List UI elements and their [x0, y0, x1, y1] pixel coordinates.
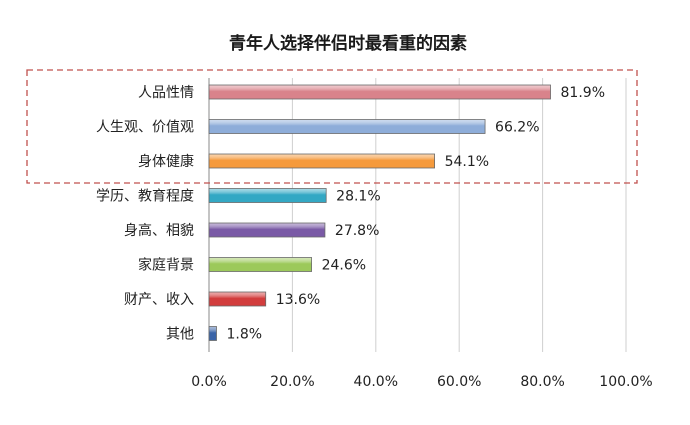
- category-label: 人品性情: [138, 85, 194, 101]
- highlight-box: [26, 69, 638, 184]
- value-label: 27.8%: [335, 223, 379, 239]
- value-labels: 81.9% 66.2% 54.1% 28.1% 27.8% 24.6% 13.6% 1.8%: [227, 85, 606, 343]
- bar-shade: [208, 153, 435, 169]
- bar-shade: [208, 188, 327, 203]
- bars: [208, 84, 551, 341]
- x-tick-label: 20.0%: [270, 374, 314, 390]
- category-label: 财产、收入: [124, 292, 194, 308]
- category-label: 其他: [166, 327, 194, 343]
- chart-title: 青年人选择伴侣时最看重的因素: [229, 33, 467, 54]
- x-tick-label: 80.0%: [520, 374, 564, 390]
- x-tick-label: 0.0%: [191, 374, 227, 390]
- bar-shade: [208, 222, 326, 238]
- value-label: 28.1%: [336, 189, 380, 205]
- value-label: 1.8%: [227, 327, 263, 343]
- grid: [208, 78, 627, 352]
- x-tick-label: 40.0%: [354, 374, 398, 390]
- value-label: 81.9%: [561, 85, 605, 101]
- value-label: 54.1%: [445, 154, 489, 170]
- bar-shade: [208, 291, 267, 307]
- category-label: 身体健康: [138, 153, 194, 170]
- bar-shade: [208, 119, 486, 134]
- category-label: 学历、教育程度: [96, 189, 194, 205]
- bar-shade: [208, 257, 312, 272]
- category-label: 身高、相貌: [124, 222, 194, 239]
- bar-shade: [208, 326, 217, 341]
- x-axis-ticks: 0.0% 20.0% 40.0% 60.0% 80.0% 100.0%: [191, 374, 652, 390]
- category-label: 人生观、价值观: [96, 120, 194, 136]
- category-label: 家庭背景: [138, 257, 194, 274]
- x-tick-label: 100.0%: [599, 374, 652, 390]
- bar-shade: [208, 84, 551, 100]
- value-label: 24.6%: [322, 258, 366, 274]
- value-label: 66.2%: [495, 120, 539, 136]
- x-tick-label: 60.0%: [437, 374, 481, 390]
- value-label: 13.6%: [276, 292, 320, 308]
